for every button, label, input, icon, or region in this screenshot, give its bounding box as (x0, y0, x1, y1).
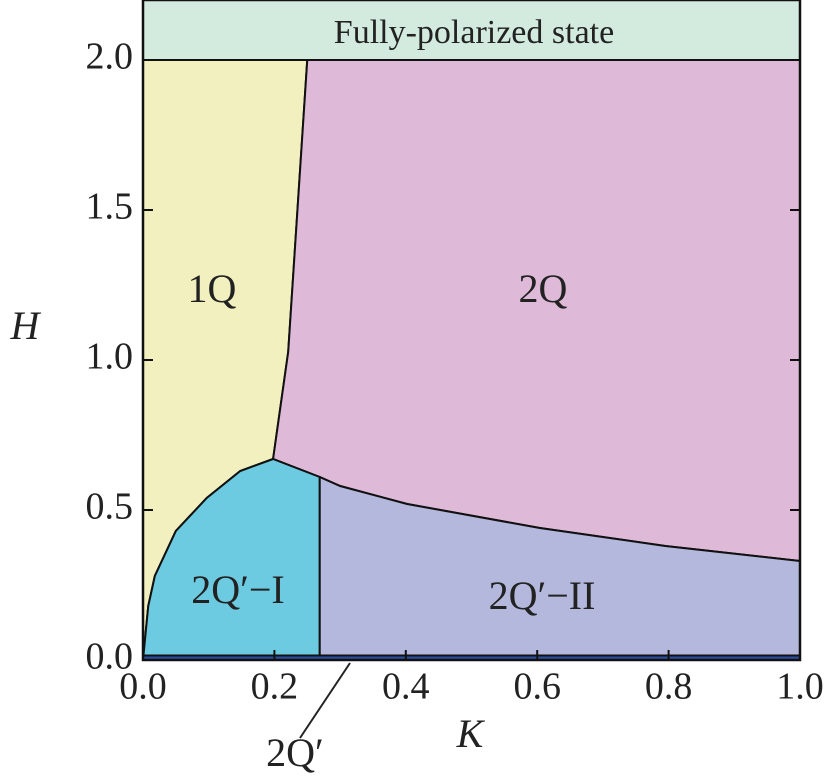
region-label: Fully-polarized state (334, 14, 614, 51)
x-tick-label: 0.8 (645, 666, 693, 708)
x-tick-label: 0.6 (513, 666, 561, 708)
y-tick-label: 0.5 (86, 486, 134, 528)
plot-frame (141, 0, 802, 662)
x-tick-label: 1.0 (776, 666, 824, 708)
y-axis-label: H (10, 303, 42, 348)
y-tick-label: 0.0 (86, 636, 134, 678)
regions (141, 0, 801, 661)
region-label: 1Q (188, 266, 237, 311)
x-tick-label: 0.0 (119, 666, 167, 708)
pointer-line (299, 662, 351, 739)
x-tick-label: 0.2 (251, 666, 299, 708)
y-tick-label: 1.0 (86, 336, 134, 378)
region-label: 2Q′−I (191, 567, 285, 612)
x-tick-label: 0.4 (382, 666, 430, 708)
region-label: 2Q (519, 266, 568, 311)
region-label: 2Q′ (266, 730, 324, 775)
y-tick-label: 2.0 (86, 36, 134, 78)
y-tick-label: 1.5 (86, 186, 134, 228)
x-axis-label: K (456, 711, 486, 756)
region-label: 2Q′−II (489, 573, 596, 618)
